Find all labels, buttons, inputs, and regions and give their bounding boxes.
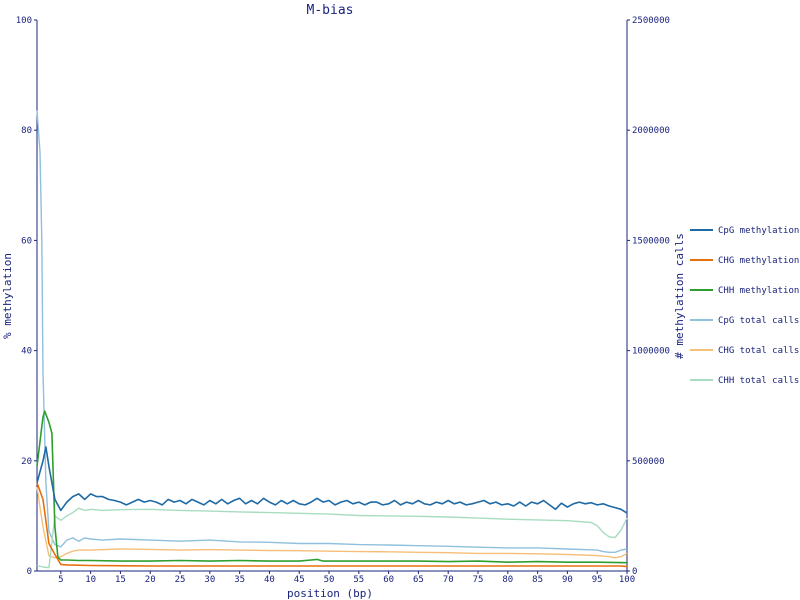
axes [37, 20, 627, 571]
y-tick-label-left: 40 [21, 347, 32, 357]
legend-label-chh-total-calls: CHH total calls [718, 376, 799, 386]
x-tick-label: 85 [532, 575, 543, 585]
y-tick-label-right: 0 [632, 567, 637, 577]
y-tick-label-right: 2000000 [632, 126, 670, 136]
x-tick-label: 95 [592, 575, 603, 585]
legend-label-chg-methylation: CHG methylation [718, 256, 799, 266]
series-line-cpg-total-calls [37, 110, 627, 552]
x-tick-label: 10 [85, 575, 96, 585]
x-tick-label: 5 [58, 575, 63, 585]
x-tick-label: 75 [473, 575, 484, 585]
legend: CpG methylation CHG methylation CHH methyl… [690, 226, 799, 386]
y-tick-label-left: 20 [21, 457, 32, 467]
x-tick-label: 45 [294, 575, 305, 585]
y-axis-label-left: % methylation [1, 253, 14, 339]
x-tick-label: 60 [383, 575, 394, 585]
y-tick-label-left: 60 [21, 236, 32, 246]
series-line-cpg-methylation [37, 447, 627, 513]
y-tick-label-left: 80 [21, 126, 32, 136]
x-tick-label: 15 [115, 575, 126, 585]
series-line-chh-total-calls [37, 508, 627, 568]
series-line-chg-total-calls [37, 487, 627, 558]
y-axis-label-right: # methylation calls [673, 233, 686, 359]
legend-label-cpg-methylation: CpG methylation [718, 226, 799, 236]
series-line-chh-methylation [37, 411, 627, 563]
y-tick-label-left: 100 [16, 16, 32, 26]
x-tick-label: 70 [443, 575, 454, 585]
x-tick-label: 65 [413, 575, 424, 585]
x-tick-label: 20 [145, 575, 156, 585]
chart-title: M-bias [307, 3, 354, 18]
x-tick-label: 35 [234, 575, 245, 585]
x-tick-label: 50 [324, 575, 335, 585]
y-tick-label-right: 500000 [632, 457, 665, 467]
x-tick-label: 55 [353, 575, 364, 585]
x-tick-label: 80 [502, 575, 513, 585]
legend-label-chh-methylation: CHH methylation [718, 286, 799, 296]
y-tick-label-right: 1500000 [632, 236, 670, 246]
y-tick-label-right: 2500000 [632, 16, 670, 26]
series-lines [37, 110, 627, 567]
x-tick-label: 30 [204, 575, 215, 585]
legend-label-chg-total-calls: CHG total calls [718, 346, 799, 356]
x-axis-label: position (bp) [287, 587, 373, 600]
x-tick-label: 90 [562, 575, 573, 585]
legend-label-cpg-total-calls: CpG total calls [718, 316, 799, 326]
x-tick-label: 25 [175, 575, 186, 585]
y-tick-label-right: 1000000 [632, 347, 670, 357]
y-tick-label-left: 0 [27, 567, 32, 577]
x-tick-label: 40 [264, 575, 275, 585]
